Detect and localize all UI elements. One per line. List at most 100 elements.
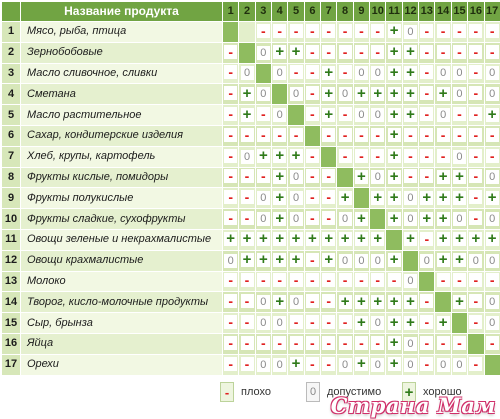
- compat-cell: -: [221, 291, 240, 314]
- compat-cell: -: [238, 332, 256, 355]
- compat-cell: +: [352, 228, 371, 251]
- compat-cell: -: [254, 166, 273, 189]
- compat-mark: +: [403, 44, 417, 60]
- compat-mark: +: [240, 231, 254, 247]
- compat-mark: -: [240, 127, 254, 142]
- compat-cell: +: [385, 62, 403, 85]
- compat-mark: 0: [452, 87, 466, 102]
- compat-mark: +: [354, 356, 368, 372]
- compat-cell: -: [221, 41, 240, 64]
- compat-mark: -: [469, 23, 483, 38]
- diagonal-cell: [450, 312, 469, 334]
- table-row: 10 Фрукты сладкие, сухофрукты - -0 +0- -0 + +0 +…: [1, 208, 500, 230]
- column-header: 6: [303, 1, 322, 22]
- row-number: 16: [1, 332, 21, 355]
- compat-mark: -: [436, 44, 450, 59]
- compat-mark: 0: [273, 66, 287, 81]
- compat-cell: 0: [434, 353, 452, 376]
- compat-cell: -: [254, 270, 273, 293]
- table-row: 5 Масло растительное - + -0- + -0 0 + + -0- - +: [1, 104, 500, 126]
- compat-mark: +: [338, 231, 352, 247]
- compat-mark: +: [403, 107, 417, 122]
- legend: - плохо 0 допустимо + хорошо: [220, 380, 500, 406]
- compat-mark: -: [305, 148, 319, 163]
- compat-mark: -: [371, 335, 385, 350]
- compat-cell: -: [352, 145, 371, 168]
- compat-cell: +: [450, 228, 469, 251]
- compat-mark: -: [305, 294, 319, 309]
- compat-cell: -: [336, 124, 354, 147]
- compat-cell: +: [450, 291, 469, 314]
- compat-cell: 0: [271, 353, 289, 376]
- product-name: Зернобобовые: [20, 41, 223, 64]
- compat-cell: 0: [450, 208, 469, 230]
- compat-cell: -: [352, 124, 371, 147]
- compat-mark: -: [305, 86, 319, 101]
- compat-mark: 0: [403, 24, 417, 39]
- product-name: Фрукты сладкие, сухофрукты: [20, 208, 223, 230]
- compat-cell: 0: [287, 208, 305, 230]
- compat-mark: +: [387, 315, 401, 330]
- compat-cell: +: [287, 353, 305, 376]
- compat-mark: -: [224, 107, 238, 122]
- compat-mark: -: [322, 44, 336, 59]
- legend-bad: - плохо: [220, 382, 271, 402]
- compat-cell: +: [336, 228, 354, 251]
- compat-mark: 0: [289, 191, 303, 206]
- compat-cell: +: [287, 41, 305, 64]
- compat-mark: -: [469, 86, 483, 101]
- compat-cell: -: [320, 270, 338, 293]
- compat-cell: -: [221, 124, 240, 147]
- compat-mark: 0: [403, 357, 417, 372]
- compat-mark: -: [452, 23, 466, 38]
- compat-mark: -: [354, 23, 368, 38]
- compat-cell: 0: [336, 249, 354, 272]
- compat-mark: -: [387, 273, 401, 288]
- compat-mark: -: [469, 169, 483, 184]
- compat-cell: -: [467, 41, 485, 64]
- diagonal-cell: [352, 187, 371, 210]
- compat-cell: -: [418, 41, 436, 64]
- header-row: Название продукта 1 2 3 4 5 6 7 8 9 10 11 12 13 14 15 1…: [1, 1, 500, 22]
- compat-cell: -: [467, 312, 485, 334]
- compat-mark: -: [322, 23, 336, 38]
- row-number: 6: [1, 124, 21, 147]
- compat-cell: -: [320, 208, 338, 230]
- compat-mark: -: [420, 127, 434, 142]
- row-number: 10: [1, 208, 21, 230]
- compat-cell: -: [320, 312, 338, 334]
- product-name: Овощи зеленые и некрахмалистые: [20, 228, 223, 251]
- compat-cell: -: [271, 332, 289, 355]
- compat-cell: -: [271, 124, 289, 147]
- compat-cell: 0: [401, 208, 420, 230]
- compat-cell: -: [418, 145, 436, 168]
- compat-mark: +: [371, 231, 385, 247]
- compat-mark: -: [338, 44, 352, 59]
- compat-mark: -: [469, 273, 483, 288]
- compat-cell: -: [336, 145, 354, 168]
- compat-cell: +: [401, 41, 420, 64]
- compat-cell: -: [221, 270, 240, 293]
- compat-mark: -: [485, 127, 499, 142]
- compat-mark: +: [452, 190, 466, 205]
- column-header: 12: [401, 1, 420, 22]
- compat-cell: +: [450, 187, 469, 210]
- compat-cell: -: [320, 166, 338, 189]
- compat-mark: +: [273, 252, 287, 268]
- compatibility-table: Название продукта 1 2 3 4 5 6 7 8 9 10 11 12 13 14 15 1…: [1, 1, 500, 376]
- compat-mark: -: [224, 148, 238, 163]
- compat-mark: -: [305, 190, 319, 205]
- legend-ok-label: допустимо: [327, 386, 382, 398]
- compat-mark: -: [273, 335, 287, 350]
- compat-mark: -: [224, 127, 238, 142]
- compat-cell: -: [221, 145, 240, 168]
- compat-cell: -: [287, 332, 305, 355]
- compat-mark: -: [420, 169, 434, 184]
- compat-mark: +: [420, 190, 434, 205]
- compat-mark: -: [289, 273, 303, 288]
- compat-mark: -: [485, 44, 499, 59]
- compat-cell: 0: [450, 62, 469, 85]
- compat-mark: -: [273, 23, 287, 38]
- compat-cell: +: [320, 228, 338, 251]
- compat-cell: +: [483, 228, 500, 251]
